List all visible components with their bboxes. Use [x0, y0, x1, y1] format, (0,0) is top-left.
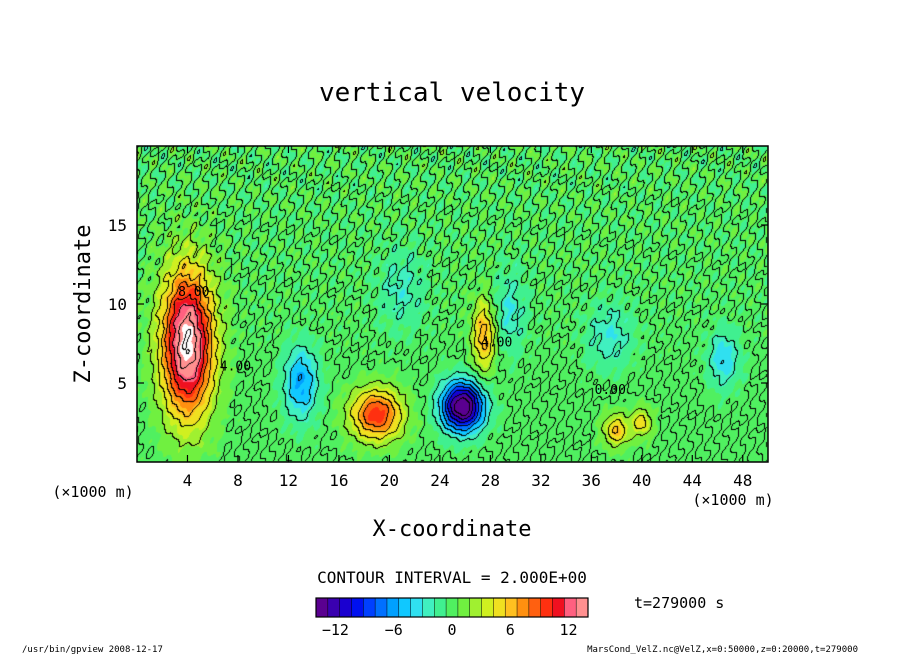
colorbar-swatch: [398, 598, 411, 617]
colorbar-tick-label: 0: [447, 621, 456, 639]
colorbar-swatch: [481, 598, 494, 617]
colorbar-swatch: [505, 598, 518, 617]
x-tick-label: 24: [430, 471, 449, 490]
contour-label-3: 0.00: [595, 383, 626, 398]
x-tick-label: 36: [582, 471, 601, 490]
colorbar-swatch: [540, 598, 553, 617]
x-tick-label: 40: [632, 471, 651, 490]
colorbar-tick-label: 12: [560, 621, 578, 639]
x-tick-label: 4: [183, 471, 193, 490]
colorbar-ticks: −12 −6 0 6 12: [322, 621, 578, 639]
y-axis-label: Z-coordinate: [71, 225, 96, 384]
x-tick-label: 16: [329, 471, 348, 490]
contour-label-1: 4.00: [220, 359, 251, 374]
y-tick-label: 15: [108, 216, 127, 235]
x-tick-label: 12: [279, 471, 298, 490]
x-tick-label: 32: [531, 471, 550, 490]
colorbar-swatch: [552, 598, 565, 617]
colorbar-swatch: [528, 598, 541, 617]
x-tick-label: 44: [683, 471, 702, 490]
time-label: t=279000 s: [634, 594, 724, 612]
colorbar-swatch: [386, 598, 400, 617]
y-tick-label: 10: [108, 295, 127, 314]
colorbar-swatch: [493, 598, 506, 617]
chart-title: vertical velocity: [319, 78, 585, 108]
colorbar-swatch: [446, 598, 459, 617]
colorbar-swatch: [410, 598, 423, 617]
contour-labels: 8.00 4.00 4.00 0.00: [178, 285, 626, 398]
contour-label-0: 8.00: [178, 285, 209, 300]
colorbar-swatch: [469, 598, 482, 617]
x-axis-unit: (×1000 m): [692, 491, 773, 509]
footer-right: MarsCond_VelZ.nc@VelZ,x=0:50000,z=0:2000…: [587, 645, 858, 654]
contour-label-2: 4.00: [481, 336, 512, 351]
contour-interval-label: CONTOUR INTERVAL = 2.000E+00: [317, 568, 587, 587]
x-tick-label: 20: [380, 471, 399, 490]
colorbar-swatch: [375, 598, 388, 617]
colorbar-swatch: [339, 598, 352, 617]
colorbar-frame: [315, 597, 589, 618]
colorbar-swatch: [434, 598, 447, 617]
colorbar-swatch: [422, 598, 435, 617]
colorbar-swatch: [351, 598, 364, 617]
colorbar-swatch: [576, 598, 589, 617]
heatmap-field: [137, 146, 768, 462]
colorbar-swatch: [517, 598, 530, 617]
colorbar-swatch: [316, 598, 329, 617]
colorbar-tick-label: −6: [385, 621, 403, 639]
colorbar-tick-label: −12: [322, 621, 349, 639]
colorbar-swatch: [457, 598, 471, 617]
y-axis-unit: (×1000 m): [52, 483, 133, 501]
colorbar: [315, 597, 589, 618]
x-axis-label: X-coordinate: [373, 517, 532, 542]
x-tick-label: 8: [233, 471, 243, 490]
x-tick-label: 28: [481, 471, 500, 490]
y-tick-label: 5: [117, 374, 127, 393]
x-tick-label: 48: [733, 471, 752, 490]
colorbar-swatch: [363, 598, 376, 617]
y-axis-ticks: 5 10 15: [108, 216, 768, 393]
colorbar-tick-label: 6: [506, 621, 515, 639]
plot-area: [136, 145, 769, 463]
x-axis-ticks: 4 8 12 16 20 24 28 32 36 40 44 48: [183, 146, 752, 490]
colorbar-swatch: [327, 598, 340, 617]
footer-left: /usr/bin/gpview 2008-12-17: [22, 645, 163, 654]
colorbar-swatch: [564, 598, 577, 617]
